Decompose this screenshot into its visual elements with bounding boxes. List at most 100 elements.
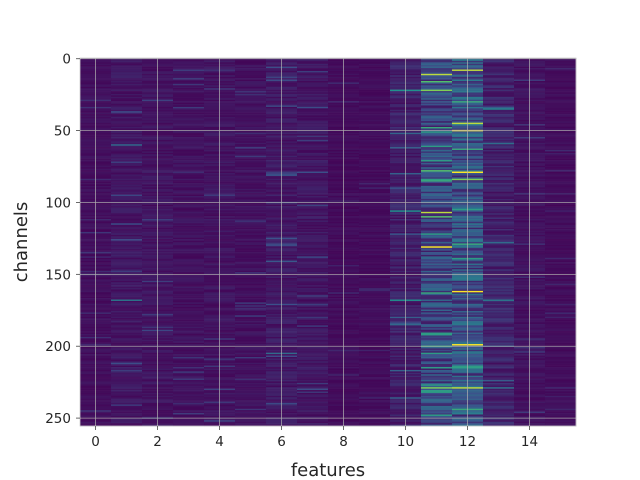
heatmap-cell [173,247,205,250]
heatmap-cell [483,319,515,322]
heatmap-cell [111,197,143,200]
heatmap-cell [297,131,329,134]
heatmap-cell [421,76,453,79]
heatmap-cell [111,372,143,375]
heatmap-cell [297,122,329,125]
heatmap-cell [111,272,143,274]
heatmap-cell [359,63,391,66]
heatmap-cell [235,410,267,412]
heatmap-cell [359,185,391,188]
heatmap-cell [359,151,391,154]
heatmap-cell [483,148,515,151]
heatmap-cell [483,109,515,112]
heatmap-cell [111,329,143,332]
heatmap-cell [297,200,329,203]
heatmap-cell [297,185,329,188]
heatmap-cell [235,237,267,240]
heatmap-cell [297,299,329,302]
heatmap-cell [483,390,515,392]
heatmap-cell [235,112,267,115]
heatmap-cell [297,414,329,417]
heatmap-cell [173,237,205,240]
heatmap-cell [545,183,577,185]
heatmap-cell [235,313,267,316]
heatmap-cell [173,115,205,118]
heatmap-cell [483,357,515,359]
heatmap-cell [359,321,391,323]
heatmap-cell [173,318,205,320]
heatmap-cell [483,243,515,246]
heatmap-cell [235,124,267,126]
heatmap-cell [421,323,453,326]
heatmap-cell [235,220,267,223]
heatmap-cell [545,96,577,99]
heatmap-cell [545,171,577,174]
heatmap-cell [235,204,267,207]
heatmap-cell [545,82,577,85]
heatmap-cell [421,109,453,112]
heatmap-cell [483,361,515,364]
heatmap-cell [483,405,515,408]
heatmap-cell [111,190,143,192]
heatmap-cell [421,249,453,251]
heatmap-cell [483,207,515,210]
heatmap-cell [359,229,391,231]
heatmap-cell [359,193,391,195]
heatmap-cell [545,369,577,372]
heatmap-cell [297,223,329,226]
heatmap-cell [173,63,205,66]
heatmap-cell [483,408,515,411]
heatmap-cell [421,178,453,181]
heatmap-cell [483,151,515,154]
heatmap-cell [297,392,329,395]
heatmap-cell [173,101,205,103]
heatmap-cell [359,328,391,330]
heatmap-cell [421,346,453,349]
heatmap-cell [297,311,329,313]
heatmap-cell [173,196,205,198]
heatmap-cell [173,85,205,88]
heatmap-cell [483,162,515,165]
heatmap-cell [111,390,143,392]
heatmap-cell [173,188,205,191]
heatmap-cell [545,72,577,75]
heatmap-cell [483,196,515,198]
heatmap-cell [297,364,329,366]
heatmap-cell [173,104,205,106]
heatmap-cell [545,231,577,234]
heatmap-cell [483,139,515,142]
heatmap-cell [173,404,205,407]
heatmap-cell [359,178,391,181]
heatmap-cell [297,272,329,274]
heatmap-cell [545,342,577,345]
heatmap-cell [297,355,329,358]
heatmap-cell [235,135,267,138]
heatmap-cell [173,397,205,399]
heatmap-cell [111,378,143,381]
heatmap-cell [483,175,515,178]
heatmap-cell [235,372,267,375]
heatmap-cell [235,231,267,234]
heatmap-cell [421,170,453,172]
heatmap-cell [359,121,391,123]
heatmap-cell [359,142,391,145]
heatmap-cell [421,306,453,309]
heatmap-cell [173,338,205,341]
heatmap-cell [421,62,453,65]
heatmap-cell [421,78,453,80]
heatmap-cell [483,299,515,302]
heatmap-cell [297,98,329,100]
heatmap-cell [421,229,453,231]
heatmap-cell [111,403,143,405]
heatmap-cell [111,144,143,146]
heatmap-cell [173,99,205,102]
heatmap-cell [545,392,577,395]
heatmap-cell [483,180,515,182]
y-tick-label: 50 [54,124,71,140]
heatmap-cell [297,198,329,201]
heatmap-cell [545,62,577,65]
heatmap-cell [483,315,515,318]
heatmap-cell [545,79,577,82]
heatmap-cell [173,96,205,99]
heatmap-cell [173,138,205,141]
